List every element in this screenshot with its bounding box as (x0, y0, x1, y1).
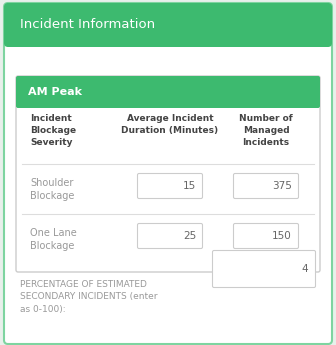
Text: 25: 25 (183, 231, 196, 241)
Text: PERCENTAGE OF ESTIMATED
SECONDARY INCIDENTS (enter
as 0-100):: PERCENTAGE OF ESTIMATED SECONDARY INCIDE… (20, 280, 158, 314)
FancyBboxPatch shape (16, 76, 320, 108)
FancyBboxPatch shape (4, 3, 332, 47)
FancyBboxPatch shape (137, 174, 203, 198)
Text: Incident
Blockage
Severity: Incident Blockage Severity (30, 114, 76, 147)
Bar (18, 92, 318, 106)
Text: 150: 150 (272, 231, 292, 241)
FancyBboxPatch shape (212, 250, 316, 287)
Text: 15: 15 (183, 181, 196, 191)
FancyBboxPatch shape (4, 3, 332, 344)
Text: Number of
Managed
Incidents: Number of Managed Incidents (239, 114, 293, 147)
Text: 375: 375 (272, 181, 292, 191)
Text: One Lane
Blockage: One Lane Blockage (30, 228, 77, 251)
Text: 4: 4 (301, 264, 308, 274)
FancyBboxPatch shape (137, 224, 203, 248)
FancyBboxPatch shape (234, 174, 298, 198)
Bar (8, 25, 328, 43)
Text: Shoulder
Blockage: Shoulder Blockage (30, 178, 74, 201)
Text: Average Incident
Duration (Minutes): Average Incident Duration (Minutes) (121, 114, 218, 135)
FancyBboxPatch shape (234, 224, 298, 248)
FancyBboxPatch shape (16, 76, 320, 272)
Text: AM Peak: AM Peak (28, 87, 82, 97)
Text: Incident Information: Incident Information (20, 19, 155, 31)
